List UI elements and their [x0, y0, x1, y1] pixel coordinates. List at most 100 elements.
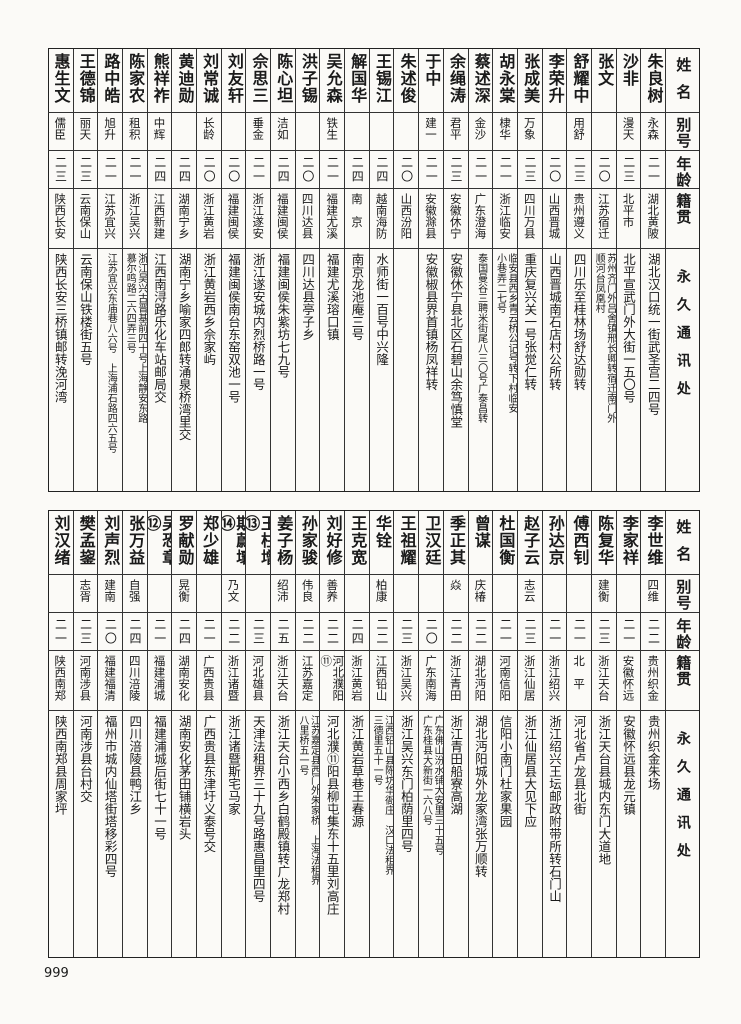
address-cell: 浙江仙居县大见下应 [518, 711, 542, 957]
header-origin: 籍贯 [674, 655, 693, 687]
person-column: 罗献勋 晃衡 二四 湖南安化 湖南安化茅田铺横岩头 [171, 511, 196, 957]
person-column: 沙非 漫天 二三 北平市 北平宣武门外大街一五〇号 [615, 49, 641, 491]
person-alias: 洁如 [275, 117, 290, 140]
person-alias: 晃衡 [177, 579, 192, 602]
address-line: 湖南宁乡喻家四郎转涌泉桥湾里交 [176, 253, 192, 441]
address-line: 临安县西乡青云桥公记号转下村临安 [506, 253, 517, 413]
person-name: 刘常诚 [200, 53, 220, 104]
header-name-cell: 姓名 [666, 511, 699, 575]
name-cell: 孙家骏 [295, 511, 320, 575]
address-cell: 河北省卢龙县北街 [567, 711, 591, 957]
person-alias: 丽天 [78, 117, 93, 140]
address-line: 安徽休宁县北区石碧山余笃慎堂 [448, 253, 464, 428]
person-column: 张文 二〇 江苏宿迁 苏州齐门外吕舍镇邢长卿转宿迁南门外 顺河台凤凰村 [590, 49, 616, 491]
age-cell: 二三 [246, 613, 270, 651]
person-age: 二一 [621, 618, 636, 646]
address-cell: 浙江吴兴古晋基前四十号上海静安东路 慕尔鸣路二六四弄三号 [123, 249, 147, 491]
person-column: 解国华 二四南 京南京龙池庵三号 [344, 49, 369, 491]
address-line: 天津法租界三十九号路惠昌里四号 [250, 715, 266, 903]
address-cell: 北平宣武门外大街一五〇号 [617, 249, 641, 491]
person-origin: 浙江吴兴 [399, 655, 414, 701]
person-name: 刘声烈 [101, 515, 121, 566]
age-cell: 二一 [47, 613, 73, 651]
alias-cell: 长龄 [196, 113, 221, 151]
person-origin: 浙江天台 [275, 655, 290, 701]
header-age: 年龄 [674, 618, 693, 650]
person-origin: 陕西南郑 [53, 655, 68, 701]
person-address: 福建闽侯朱紫坊七九号 [275, 249, 290, 378]
alias-cell: 漫天 [616, 113, 641, 151]
person-origin: 北平市 [621, 193, 636, 228]
person-origin: 贵州遵义 [572, 193, 587, 239]
origin-cell: 浙江吴兴 [122, 189, 147, 249]
address-cell: 广西贵县东津圩义泰号交 [197, 711, 221, 957]
person-name: 傅西钊 [570, 515, 590, 566]
person-age: 二二 [473, 618, 488, 646]
age-cell: 二四 [147, 151, 172, 189]
person-address: 南京龙池庵三号 [349, 249, 364, 341]
person-origin: 福建尤溪 [325, 193, 340, 239]
person-name: 沙非 [619, 53, 639, 87]
person-column: 朱良树 永森 二一 湖北黄陂 湖北汉口统一街武圣宫二四号 [640, 49, 665, 491]
alias-cell: 铁生 [320, 113, 345, 151]
address-line: 顺河台凤凰村 [593, 253, 605, 313]
person-age: 二一 [152, 618, 167, 646]
person-address: 河北濮⑪阳县柳屯集东十五里刘高庄 [325, 711, 340, 915]
person-age: 二〇 [597, 156, 612, 184]
address-line: 三德里五十一号 [371, 715, 383, 785]
address-cell: 安徽休宁县北区石碧山余笃慎堂 [444, 249, 468, 491]
alias-cell [542, 113, 567, 151]
person-address: 江苏宜兴东庙巷八六号 上海浦石路四六五号 [105, 249, 116, 453]
person-address: 安徽怀远县龙元镇 [621, 711, 636, 815]
person-name: 舒耀中 [570, 53, 590, 104]
header-origin-cell: 籍贯 [666, 651, 699, 711]
address-line: 泰国曼谷三聘米街尾八三〇号广泰昌转 [475, 253, 487, 423]
person-origin: 浙江绍兴 [547, 655, 562, 701]
person-address: 浙江绍兴王坛邮政附带所转石门山 [547, 711, 562, 903]
person-column: 蔡述深 金沙 二一 广东澄海 泰国曼谷三聘米街尾八三〇号广泰昌转 [467, 49, 493, 491]
person-age: 二三 [448, 156, 463, 184]
name-cell: 陈家农 [122, 49, 147, 113]
alias-cell [47, 575, 73, 613]
address-cell: 四川涪陵县鸭江乡 [123, 711, 147, 957]
person-origin: 福建闽侯 [275, 193, 290, 239]
person-name: 吴允森 [323, 53, 343, 104]
person-column: 王德锦 丽天 二三 云南保山 云南保山铁楼街五号 [72, 49, 98, 491]
address-line: 福建浦城后街七十一号 [151, 715, 167, 840]
person-age: 二四 [177, 618, 192, 646]
address-line: 江苏宜兴东庙巷八六号 上海浦石路四六五号 [105, 253, 117, 453]
person-alias: 绍沛 [275, 579, 290, 602]
person-address: 泰国曼谷三聘米街尾八三〇号广泰昌转 [475, 249, 487, 423]
person-address: 北平宣武门外大街一五〇号 [621, 249, 636, 403]
origin-cell: 浙江绍兴 [542, 651, 567, 711]
age-cell: 二一 [246, 151, 270, 189]
person-alias: 柏康 [374, 579, 389, 602]
address-line: 湖北沔阳城外龙家湾张万顺转 [472, 715, 488, 878]
page-number: 999 [44, 966, 69, 981]
name-cell: 刘声烈 [98, 511, 122, 575]
origin-cell: 山西汾阳 [394, 189, 419, 249]
person-origin: 四川涪陵 [127, 655, 142, 701]
address-line: 浙江吴兴古晋基前四十号上海静安东路 [135, 253, 147, 423]
address-line: 陕西长安三桥镇邮转浼河湾 [52, 253, 68, 403]
address-cell: 福建尤溪瑢口镇 [320, 249, 344, 491]
person-column: 陈心坦 洁如 二四 福建闽侯 福建闽侯朱紫坊七九号 [270, 49, 295, 491]
person-origin: 江西新建 [152, 193, 167, 239]
origin-cell: 浙江诸暨 [221, 651, 246, 711]
roster-table-bottom: 姓名 别号 年龄 籍贯 永久通讯处 李世维 四维 二二 贵州织金 贵州织金朱场 李家祥 二一 安徽怀远安… [47, 510, 700, 958]
person-name: 季正其 [447, 515, 467, 566]
person-column: 路中皓 旭升 二一 江苏宜兴 江苏宜兴东庙巷八六号 上海浦石路四六五号 [97, 49, 122, 491]
person-name: 熊祥祚 [150, 53, 170, 104]
age-cell: 二四 [369, 151, 394, 189]
person-column: 郑少雄 二一 广西贵县 广西贵县东津圩义泰号交 [195, 511, 221, 957]
origin-cell: 浙江吴兴 [394, 651, 419, 711]
address-cell: 浙江吴兴东门柏荫里四号 [394, 711, 418, 957]
address-cell: 江西铅山县陈坊华衙庄 汉口法租界 三德里五十一号 [370, 711, 393, 957]
address-cell: 浙江绍兴王坛邮政附带所转石门山 [543, 711, 567, 957]
address-cell: 天津法租界三十九号路惠昌里四号 [246, 711, 270, 957]
person-name: 陈家农 [126, 53, 146, 104]
person-origin: 四川万县 [522, 193, 537, 239]
address-line: 四川乐至桂林场舒达勋转 [571, 253, 587, 391]
person-age: 二一 [572, 618, 587, 646]
person-address: 江西铅山县陈坊华衙庄 汉口法租界 三德里五十一号 [371, 711, 393, 875]
